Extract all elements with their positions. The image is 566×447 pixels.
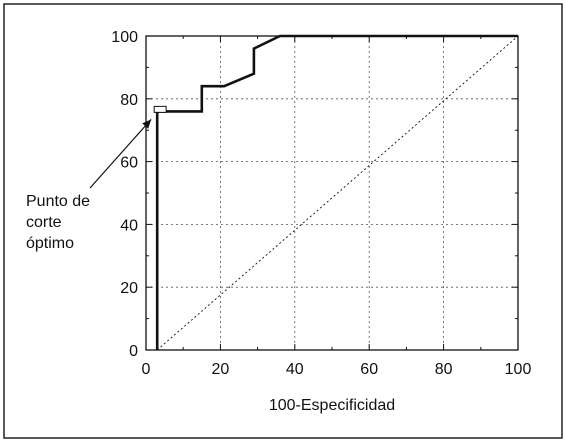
x-tick-label: 40 xyxy=(286,361,304,378)
x-tick-label: 100 xyxy=(505,361,532,378)
tick-labels: 0 20 40 60 80 100 0 20 40 60 80 100 xyxy=(111,29,531,378)
x-tick-label: 20 xyxy=(212,361,230,378)
x-axis-title: 100-Especificidad xyxy=(269,397,395,414)
x-tick-label: 80 xyxy=(435,361,453,378)
annotation-text-line: corte xyxy=(26,214,62,231)
y-tick-label: 0 xyxy=(129,343,138,360)
y-tick-label: 100 xyxy=(111,29,138,46)
x-tick-label: 60 xyxy=(360,361,378,378)
x-tick-label: 0 xyxy=(142,361,151,378)
outer-frame xyxy=(3,3,563,439)
diagonal-reference-line xyxy=(156,35,519,351)
axes xyxy=(145,35,519,351)
annotation-text-line: Punto de xyxy=(26,193,90,210)
annotation-text-line: óptimo xyxy=(26,235,74,252)
annotation: Punto de corte óptimo xyxy=(26,105,167,252)
grid xyxy=(146,36,518,350)
y-tick-label: 20 xyxy=(120,280,138,297)
annotation-arrow-head xyxy=(142,119,152,129)
annotation-arrow-line xyxy=(89,118,152,189)
optimal-cutoff-marker xyxy=(153,105,167,113)
y-tick-label: 40 xyxy=(120,217,138,234)
series xyxy=(155,34,519,351)
y-tick-label: 60 xyxy=(120,155,138,172)
roc-curve xyxy=(155,34,518,350)
y-tick-label: 80 xyxy=(120,92,138,109)
